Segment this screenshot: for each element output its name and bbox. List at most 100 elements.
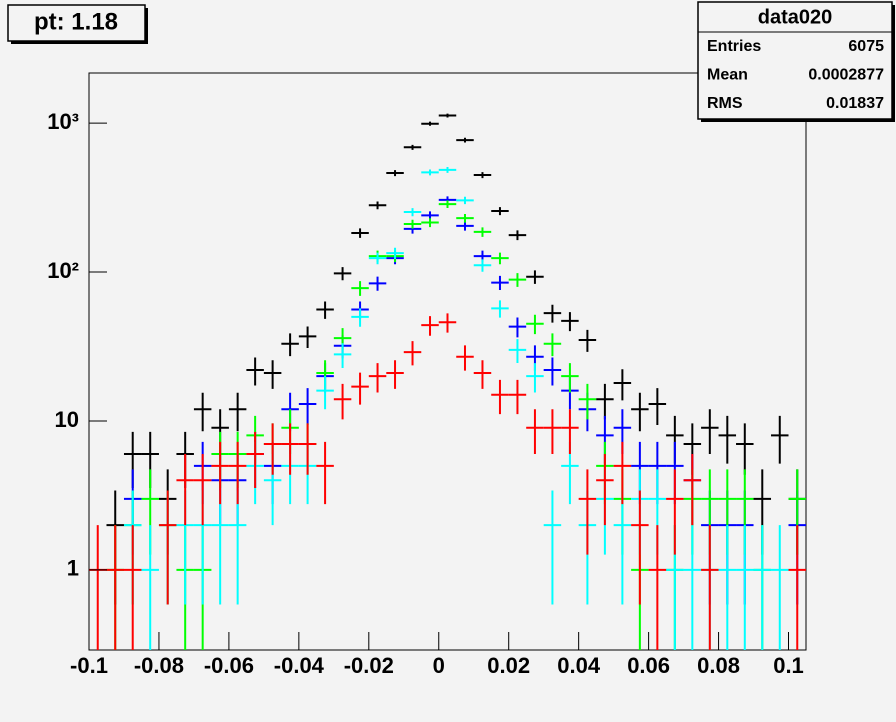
- error-bar-point: [316, 376, 334, 410]
- error-bar-point: [753, 525, 772, 650]
- error-bar-point: [211, 490, 229, 605]
- error-bar-point: [298, 388, 317, 426]
- error-bar-point: [561, 312, 579, 332]
- error-bar-point: [543, 357, 562, 386]
- error-bar-point: [543, 333, 562, 357]
- x-tick-label: -0.02: [344, 653, 394, 678]
- error-bar-point: [316, 441, 334, 505]
- error-bar-point: [683, 525, 702, 650]
- error-bar-point: [683, 454, 702, 526]
- x-tick-label: 0.1: [773, 653, 804, 678]
- error-bar-point: [613, 490, 632, 605]
- error-bar-point: [386, 360, 404, 389]
- title-box: [7, 4, 146, 42]
- error-bar-point: [193, 454, 212, 526]
- error-bar-point: [438, 113, 457, 118]
- y-tick-label: 10: [55, 407, 79, 432]
- error-bar-point: [508, 230, 527, 241]
- error-bar-point: [596, 454, 614, 526]
- error-bar-point: [438, 200, 457, 209]
- chart-title: pt: 1.18: [34, 8, 118, 35]
- error-bar-point: [228, 392, 247, 432]
- error-bar-point: [421, 218, 439, 228]
- error-bar-point: [228, 490, 247, 605]
- error-bar-point: [456, 221, 474, 231]
- error-bar-point: [386, 170, 404, 177]
- error-bar-point: [368, 201, 387, 210]
- error-bar-point: [421, 169, 439, 176]
- error-bar-point: [701, 409, 719, 455]
- error-bar-point: [158, 490, 177, 605]
- error-bar-point: [281, 423, 299, 475]
- error-bar-point: [526, 270, 544, 284]
- error-bar-point: [316, 301, 334, 319]
- error-bar-point: [578, 383, 597, 420]
- error-bar-point: [298, 326, 317, 348]
- error-bar-point: [351, 372, 369, 405]
- error-bar-point: [491, 300, 509, 318]
- error-bar-point: [438, 167, 457, 173]
- error-bar-point: [736, 423, 754, 475]
- x-tick-label: -0.04: [274, 653, 325, 678]
- error-bar-point: [228, 441, 247, 505]
- error-bar-point: [351, 228, 369, 238]
- error-bar-point: [718, 415, 737, 464]
- error-bar-point: [368, 252, 387, 265]
- error-bar-point: [771, 525, 789, 650]
- error-bar-point: [438, 313, 457, 333]
- error-bar-point: [666, 469, 684, 555]
- error-bar-point: [246, 357, 264, 386]
- error-bar-point: [421, 121, 439, 126]
- error-bar-point: [561, 409, 579, 455]
- error-bar-point: [333, 383, 352, 420]
- error-bar-point: [736, 525, 754, 650]
- error-bar-point: [403, 208, 422, 217]
- error-bar-point: [351, 308, 369, 327]
- error-bar-point: [613, 441, 632, 505]
- error-bar-point: [491, 379, 509, 415]
- error-bar-point: [473, 259, 492, 272]
- error-bar-point: [543, 304, 562, 323]
- error-bar-point: [648, 525, 667, 650]
- stats-value: 0.0002877: [808, 67, 884, 84]
- y-tick-label: 10³: [47, 109, 79, 134]
- error-bar-point: [403, 341, 422, 366]
- error-bar-point: [123, 525, 142, 650]
- stats-label: Mean: [707, 67, 748, 84]
- y-tick-label: 10²: [47, 258, 79, 283]
- error-bar-point: [456, 345, 474, 371]
- error-bar-point: [596, 383, 614, 420]
- error-bar-point: [333, 343, 352, 368]
- stats-box: [697, 1, 893, 120]
- stats-value: 6075: [848, 38, 884, 55]
- error-bar-point: [281, 333, 299, 357]
- error-bar-point: [508, 379, 527, 415]
- error-bar-point: [263, 423, 282, 475]
- error-bar-point: [613, 369, 632, 401]
- stats-title: data020: [758, 6, 833, 28]
- plot-area: [89, 113, 806, 650]
- error-bar-point: [508, 273, 527, 287]
- error-bar-point: [368, 276, 387, 291]
- error-bar-point: [526, 363, 544, 393]
- error-bar-point: [526, 409, 544, 455]
- error-bar-point: [473, 227, 492, 237]
- error-bar-point: [456, 214, 474, 223]
- error-bar-point: [543, 490, 562, 605]
- error-bar-point: [526, 314, 544, 335]
- error-bar-point: [176, 454, 194, 526]
- error-bar-point: [141, 525, 159, 650]
- error-bar-point: [386, 247, 404, 259]
- stats-label: RMS: [707, 95, 743, 112]
- error-bar-point: [106, 525, 124, 650]
- x-tick-label: 0.06: [627, 653, 670, 678]
- error-bar-point: [631, 490, 649, 605]
- error-bar-point: [473, 172, 492, 179]
- error-bar-point: [193, 392, 212, 432]
- error-bar-point: [578, 469, 597, 555]
- error-bar-point: [403, 219, 422, 229]
- x-tick-label: 0.04: [557, 653, 601, 678]
- x-tick-label: -0.08: [134, 653, 184, 678]
